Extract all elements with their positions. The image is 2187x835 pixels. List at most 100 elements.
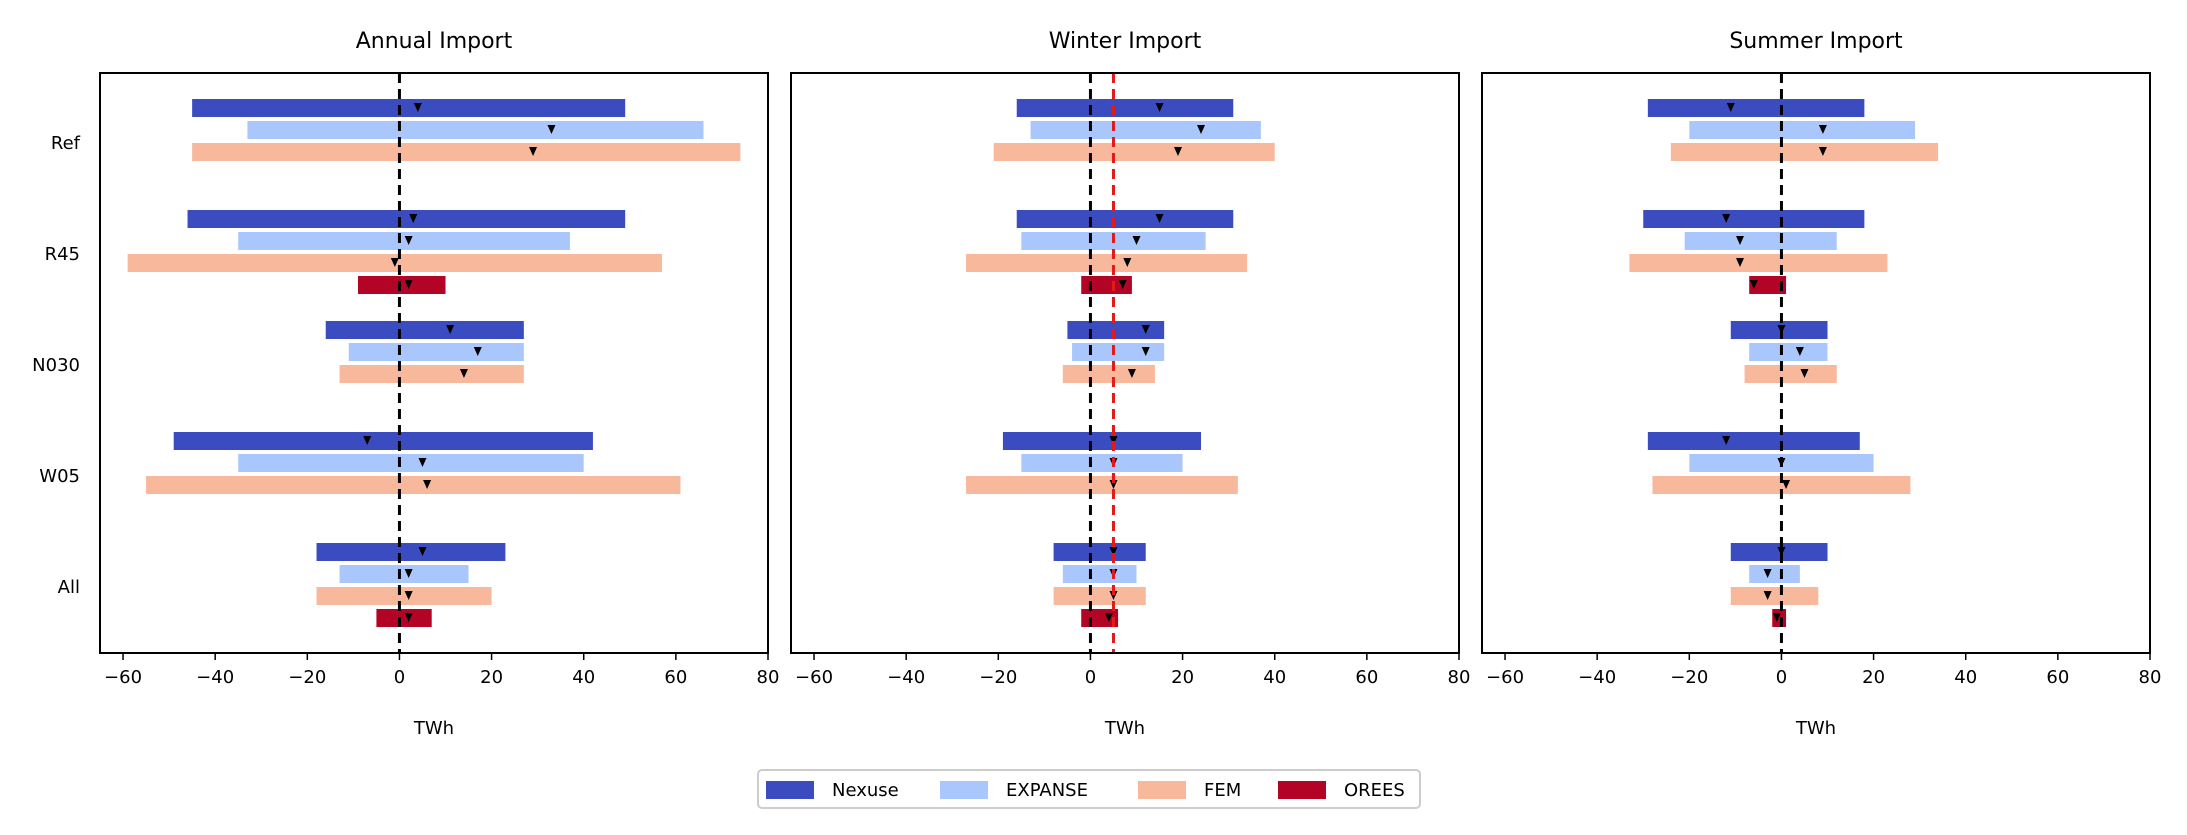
x-tick-label: 40 xyxy=(1954,667,1977,688)
range-bar-fem-n030 xyxy=(1062,365,1155,383)
median-marker xyxy=(1173,147,1182,156)
median-marker xyxy=(1155,103,1164,112)
x-axis-label: TWh xyxy=(1795,718,1836,739)
range-bar-fem-w05 xyxy=(146,476,681,494)
range-bar-expanse-ref xyxy=(247,121,704,139)
x-tick-label: 0 xyxy=(1085,667,1096,688)
range-bar-nexuse-r45 xyxy=(187,210,626,228)
median-marker xyxy=(423,480,432,489)
x-tick-label: 20 xyxy=(1862,667,1885,688)
panel-title: Annual Import xyxy=(356,29,513,54)
median-marker xyxy=(1763,569,1772,578)
median-marker xyxy=(409,214,418,223)
range-bar-fem-all xyxy=(1053,587,1146,605)
median-marker xyxy=(1127,369,1136,378)
range-bar-nexuse-r45 xyxy=(1016,210,1234,228)
range-bar-expanse-ref xyxy=(1030,121,1261,139)
legend-swatch-orees xyxy=(1278,781,1326,799)
range-bar-fem-ref xyxy=(1670,143,1939,161)
x-tick-label: 60 xyxy=(2046,667,2069,688)
x-tick-label: −60 xyxy=(104,667,142,688)
x-tick-label: −40 xyxy=(887,667,925,688)
range-bar-expanse-all xyxy=(1749,565,1800,583)
range-bar-nexuse-all xyxy=(1053,543,1146,561)
legend: Nexuse EXPANSE FEM OREES xyxy=(757,769,1421,809)
range-bar-expanse-n030 xyxy=(348,343,524,361)
y-category-label: R45 xyxy=(45,244,80,265)
x-tick-label: 40 xyxy=(572,667,595,688)
median-marker xyxy=(1109,591,1118,600)
x-tick-label: 80 xyxy=(1448,667,1471,688)
range-bar-nexuse-n030 xyxy=(1730,321,1828,339)
x-tick-label: −20 xyxy=(979,667,1017,688)
median-marker xyxy=(1749,280,1758,289)
panel-2: Summer Import −60 −40 −20 0 20 40 60 80 TWh xyxy=(1481,29,2161,739)
range-bar-nexuse-ref xyxy=(1647,99,1865,117)
x-tick-label: −60 xyxy=(1486,667,1524,688)
median-marker xyxy=(1155,214,1164,223)
plot-frame xyxy=(99,72,769,654)
median-marker xyxy=(1722,214,1731,223)
legend-label-orees: OREES xyxy=(1344,780,1405,801)
panel-title: Winter Import xyxy=(1049,29,1202,54)
median-marker xyxy=(404,280,413,289)
median-marker xyxy=(1782,480,1791,489)
legend-label-expanse: EXPANSE xyxy=(1006,780,1088,801)
x-axis-label: TWh xyxy=(1104,718,1145,739)
x-tick-label: 80 xyxy=(757,667,780,688)
x-tick-label: −60 xyxy=(795,667,833,688)
median-marker xyxy=(390,258,399,267)
median-marker xyxy=(1132,236,1141,245)
median-marker xyxy=(529,147,538,156)
range-bar-expanse-n030 xyxy=(1072,343,1165,361)
median-marker xyxy=(1109,547,1118,556)
range-bar-nexuse-all xyxy=(316,543,506,561)
legend-box xyxy=(757,769,1421,809)
x-tick-label: 20 xyxy=(1171,667,1194,688)
range-bar-fem-r45 xyxy=(1629,254,1888,272)
median-marker xyxy=(363,436,372,445)
median-marker xyxy=(1726,103,1735,112)
range-bar-expanse-all xyxy=(1062,565,1137,583)
range-bar-nexuse-all xyxy=(1730,543,1828,561)
x-tick-label: 60 xyxy=(664,667,687,688)
x-tick-label: 60 xyxy=(1355,667,1378,688)
median-marker xyxy=(1123,258,1132,267)
range-bar-nexuse-ref xyxy=(1016,99,1234,117)
median-marker xyxy=(1818,147,1827,156)
range-bar-expanse-ref xyxy=(1689,121,1916,139)
range-bar-orees-all xyxy=(376,609,432,627)
range-bar-expanse-w05 xyxy=(1021,454,1183,472)
median-marker xyxy=(404,591,413,600)
range-bar-fem-r45 xyxy=(966,254,1248,272)
median-marker xyxy=(473,347,482,356)
x-axis-label: TWh xyxy=(413,718,454,739)
range-bar-orees-all xyxy=(1772,609,1787,627)
median-marker xyxy=(413,103,422,112)
legend-swatch-expanse xyxy=(940,781,988,799)
median-marker xyxy=(1197,125,1206,134)
median-marker xyxy=(418,458,427,467)
median-marker xyxy=(404,569,413,578)
plot-frame xyxy=(1481,72,2151,654)
median-marker xyxy=(1818,125,1827,134)
range-bar-expanse-n030 xyxy=(1749,343,1828,361)
median-marker xyxy=(1722,436,1731,445)
range-bar-fem-w05 xyxy=(1652,476,1911,494)
range-bar-fem-w05 xyxy=(966,476,1238,494)
range-bar-nexuse-n030 xyxy=(325,321,524,339)
legend-label-fem: FEM xyxy=(1204,780,1241,801)
x-tick-label: −20 xyxy=(288,667,326,688)
median-marker xyxy=(446,325,455,334)
panel-0: Annual Import −60 −40 −20 0 20 40 60 80 TWh Ref R45… xyxy=(32,29,779,739)
x-tick-label: 20 xyxy=(480,667,503,688)
legend-swatch-fem xyxy=(1138,781,1186,799)
median-marker xyxy=(1141,325,1150,334)
range-bar-orees-r45 xyxy=(1749,276,1787,294)
range-bar-nexuse-w05 xyxy=(173,432,593,450)
x-tick-label: 40 xyxy=(1263,667,1286,688)
y-category-label: N030 xyxy=(32,355,80,376)
range-bar-fem-n030 xyxy=(1744,365,1837,383)
